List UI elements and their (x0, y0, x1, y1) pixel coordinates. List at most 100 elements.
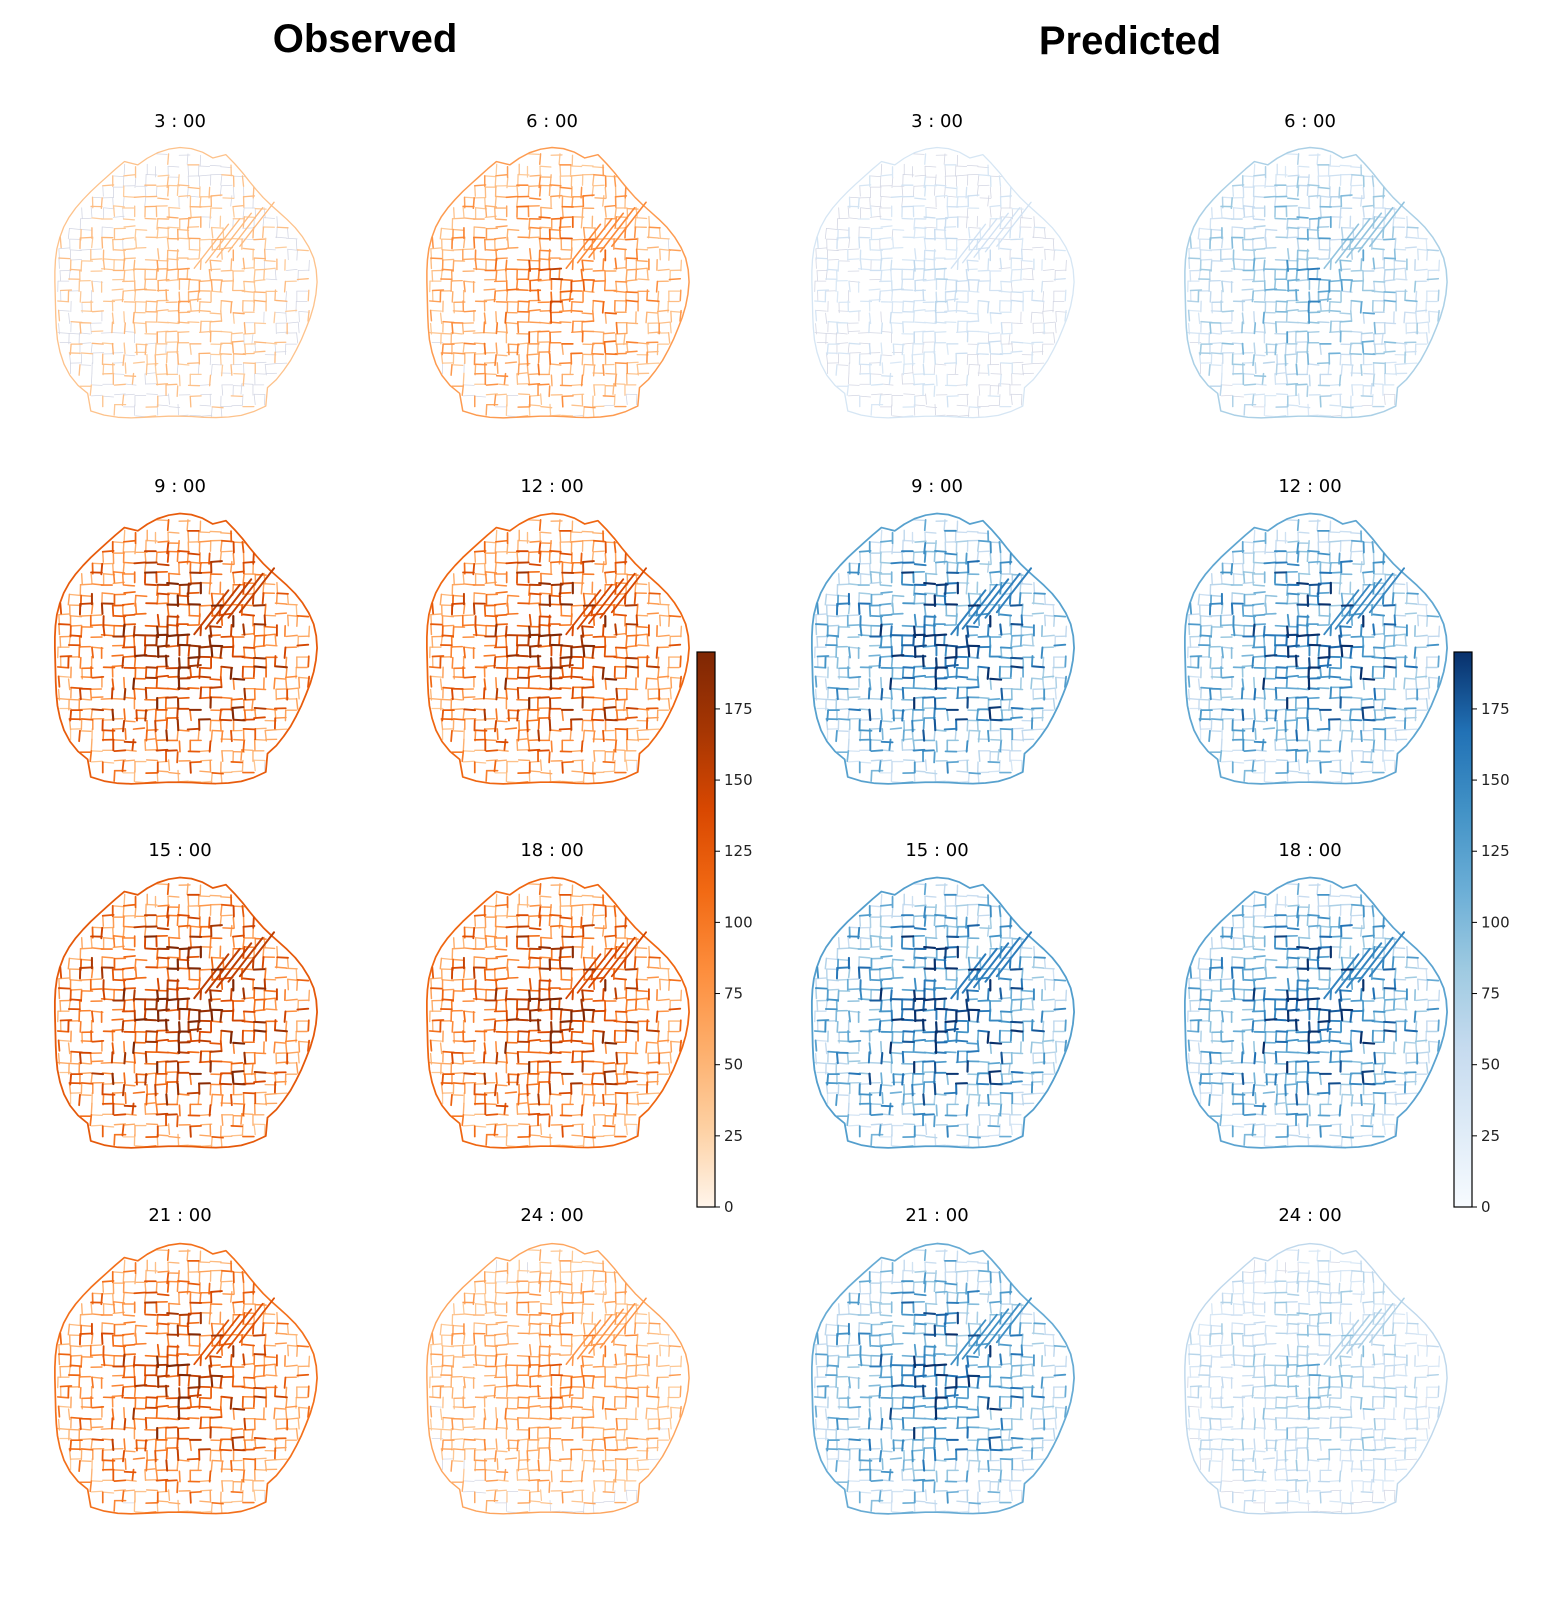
road-segment (286, 1051, 299, 1054)
road-segment (123, 1291, 136, 1295)
road-segment (219, 665, 223, 678)
road-segment (636, 708, 650, 711)
road-segment (494, 925, 497, 938)
road-segment (451, 656, 454, 669)
road-segment (625, 1123, 628, 1136)
road-segment (559, 1051, 572, 1054)
road-segment (528, 1134, 541, 1137)
road-segment (484, 541, 497, 544)
road-segment (462, 372, 465, 385)
road-segment (176, 1071, 179, 1085)
road-segment (188, 278, 201, 282)
road-segment (485, 1113, 499, 1116)
road-segment (484, 205, 488, 217)
road-segment (494, 1123, 508, 1126)
road-segment (516, 550, 519, 563)
road-segment (679, 1039, 682, 1052)
road-segment (667, 1061, 671, 1074)
road-segment (581, 353, 584, 366)
road-segment (210, 729, 213, 742)
road-segment (265, 278, 278, 281)
road-segment (80, 1448, 94, 1451)
road-segment (441, 1073, 445, 1086)
road-segment (186, 1405, 200, 1409)
road-segment (102, 729, 116, 732)
road-segment (591, 1040, 595, 1053)
road-segment (450, 364, 453, 376)
road-segment (602, 237, 616, 240)
road-segment (657, 290, 660, 303)
road-segment (220, 1365, 234, 1368)
road-segment (308, 1355, 311, 1368)
road-segment (484, 905, 497, 908)
road-segment (134, 1332, 138, 1345)
road-segment (168, 1302, 181, 1306)
road-segment (231, 770, 244, 773)
road-segment (176, 958, 190, 962)
road-segment (67, 1408, 71, 1421)
road-segment (307, 1385, 310, 1398)
road-segment (646, 350, 659, 353)
road-segment (591, 718, 605, 722)
road-segment (231, 404, 244, 407)
road-segment (604, 1042, 607, 1055)
road-segment (176, 385, 179, 398)
road-segment (463, 696, 476, 699)
road-segment (474, 1491, 486, 1494)
road-segment (604, 916, 607, 929)
road-segment (123, 1104, 137, 1108)
road-segment (430, 257, 443, 260)
road-segment (187, 1417, 200, 1420)
road-segment (238, 931, 276, 978)
road-segment (144, 1439, 148, 1452)
road-segment (254, 361, 267, 364)
road-segment (462, 571, 465, 584)
road-segment (165, 1459, 169, 1472)
road-segment (426, 876, 690, 1149)
road-segment (167, 249, 180, 252)
road-segment (210, 956, 214, 969)
road-segment (625, 1020, 638, 1024)
road-segment (527, 1103, 531, 1116)
road-segment (112, 205, 116, 217)
road-segment (485, 403, 488, 416)
road-segment (276, 226, 278, 239)
road-segment (111, 727, 125, 730)
panel-time-label: 24 : 00 (520, 1205, 583, 1226)
road-segment (274, 602, 288, 605)
road-segment (253, 623, 267, 626)
road-segment (615, 687, 619, 701)
road-segment (474, 207, 488, 210)
road-segment (558, 362, 572, 365)
road-segment (133, 687, 146, 691)
road-segment (241, 604, 254, 607)
road-segment (231, 1070, 235, 1084)
road-segment (156, 592, 159, 605)
road-segment (506, 1272, 509, 1285)
road-segment (561, 935, 564, 948)
road-segment (238, 567, 276, 614)
road-segment (582, 1502, 585, 1514)
road-segment (210, 924, 223, 927)
road-segment (540, 771, 553, 775)
road-segment (275, 1322, 278, 1335)
road-segment (625, 299, 628, 312)
road-segment (112, 332, 124, 334)
road-segment (122, 623, 126, 637)
road-segment (123, 269, 126, 282)
road-segment (90, 1490, 103, 1493)
road-segment (485, 383, 499, 386)
road-segment (81, 352, 94, 355)
road-segment (580, 740, 584, 753)
road-segment (165, 269, 168, 282)
road-segment (177, 353, 179, 365)
road-segment (538, 967, 542, 980)
road-segment (431, 602, 435, 615)
road-segment (296, 249, 298, 261)
road-segment (538, 582, 552, 585)
road-segment (210, 279, 213, 291)
road-segment (582, 363, 585, 376)
road-segment (177, 174, 180, 186)
road-segment (527, 915, 530, 928)
road-segment (537, 269, 540, 282)
